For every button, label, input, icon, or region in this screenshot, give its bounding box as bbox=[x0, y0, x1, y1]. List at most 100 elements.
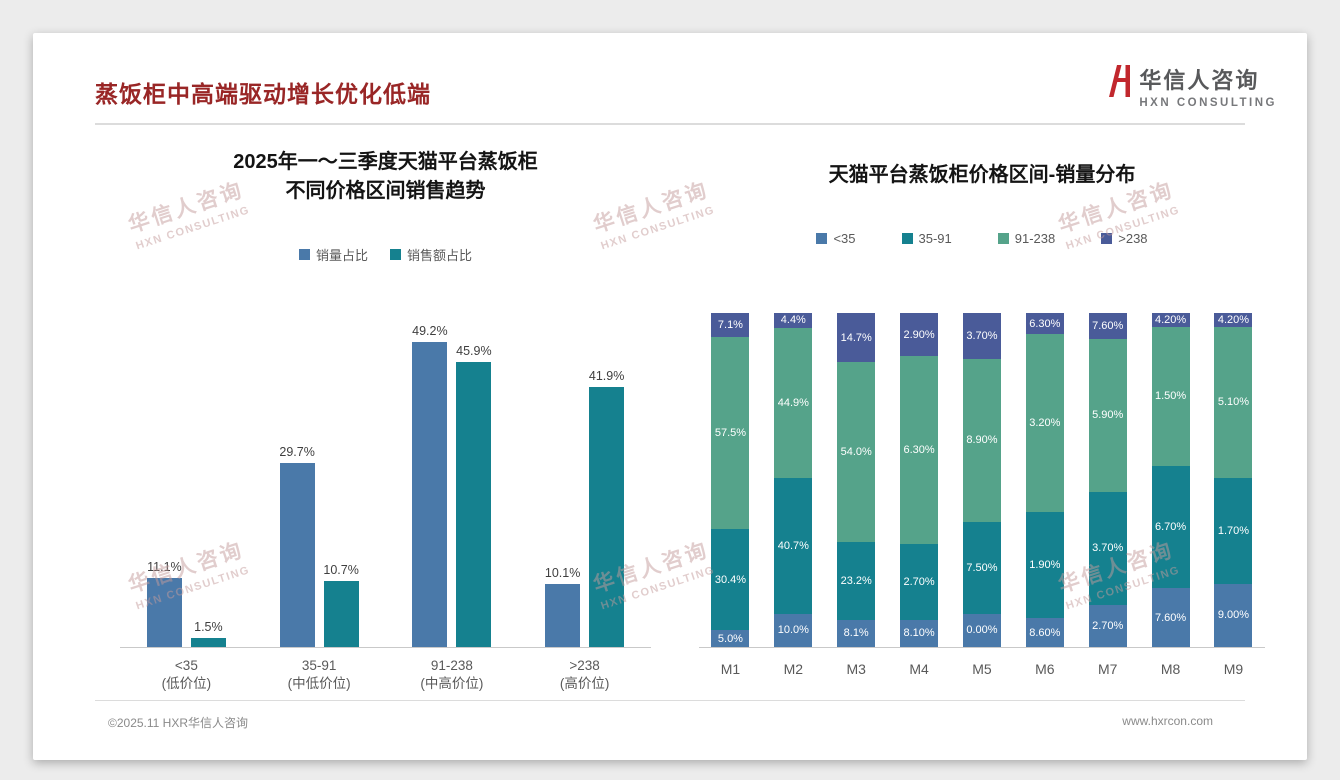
bar-group-<35: 11.1% 1.5% bbox=[146, 560, 226, 647]
segment-35-91-M6: 1.90% bbox=[1025, 511, 1064, 619]
segment->238-M4: 2.90% bbox=[900, 313, 939, 357]
x-axis-label-91-238: 91-238 (中高价位) bbox=[420, 658, 484, 691]
legend-label-gt238: >238 bbox=[1118, 231, 1148, 246]
bar-销售额占比-91-238: 45.9% bbox=[456, 344, 492, 647]
x-axis-label-M2: M2 bbox=[783, 661, 804, 677]
segment-<35-M4: 8.10% bbox=[900, 619, 939, 647]
left-chart-title: 2025年一～三季度天猫平台蒸饭柜 不同价格区间销售趋势 bbox=[120, 148, 651, 206]
x-axis-label-M7: M7 bbox=[1097, 661, 1118, 677]
segment-value-label: 4.20% bbox=[1154, 314, 1187, 327]
segment-value-label: 5.90% bbox=[1092, 409, 1124, 422]
legend-swatch-volume bbox=[298, 249, 310, 260]
segment-value-label: 3.20% bbox=[1029, 416, 1061, 429]
stacked-bar-M3: 8.1% 23.2% 54.0% 14.7% bbox=[837, 313, 876, 647]
segment-35-91-M5: 7.50% bbox=[962, 521, 1001, 614]
segment-value-label: 14.7% bbox=[840, 331, 872, 344]
segment-value-label: 7.60% bbox=[1154, 611, 1187, 624]
segment-91-238-M9: 5.10% bbox=[1214, 327, 1253, 478]
legend-item-lt35: <35 bbox=[816, 231, 856, 246]
left-chart-legend: 销量占比 销售额占比 bbox=[120, 245, 651, 264]
stacked-bar-M9: 9.00% 1.70% 5.10% 4.20% bbox=[1214, 313, 1253, 647]
bar-group-35-91: 29.7% 10.7% bbox=[279, 445, 359, 647]
legend-label-91-238: 91-238 bbox=[1014, 231, 1056, 246]
right-chart-title: 天猫平台蒸饭柜价格区间-销量分布 bbox=[828, 164, 1136, 186]
segment-value-label: 30.4% bbox=[714, 573, 747, 586]
segment-value-label: 2.70% bbox=[903, 576, 935, 589]
stacked-bar-M6: 8.60% 1.90% 3.20% 6.30% bbox=[1025, 313, 1064, 647]
bar-value-label: 11.1% bbox=[147, 560, 182, 575]
footer-divider bbox=[95, 700, 1245, 701]
x-axis-label->238: >238 (高价位) bbox=[559, 658, 610, 691]
segment->238-M7: 7.60% bbox=[1088, 313, 1127, 339]
x-axis-label-M3: M3 bbox=[846, 661, 866, 677]
segment-value-label: 2.70% bbox=[1092, 619, 1124, 632]
segment-value-label: 6.70% bbox=[1154, 520, 1187, 533]
segment-value-label: 4.4% bbox=[780, 314, 806, 327]
segment-value-label: 5.0% bbox=[717, 632, 743, 645]
segment-value-label: 8.1% bbox=[843, 627, 869, 640]
legend-swatch-35-91 bbox=[901, 233, 913, 244]
segment-91-238-M8: 1.50% bbox=[1151, 327, 1190, 466]
bar-销售额占比-35-91: 10.7% bbox=[323, 563, 359, 647]
segment-91-238-M4: 6.30% bbox=[900, 356, 939, 545]
segment-value-label: 44.9% bbox=[777, 396, 809, 409]
segment-<35-M3: 8.1% bbox=[837, 619, 876, 647]
bar-value-label: 10.7% bbox=[323, 562, 359, 577]
legend-item-91-238: 91-238 bbox=[997, 231, 1056, 246]
segment-35-91-M9: 1.70% bbox=[1214, 477, 1253, 584]
segment-<35-M8: 7.60% bbox=[1151, 588, 1190, 647]
segment-value-label: 7.60% bbox=[1092, 320, 1124, 333]
legend-swatch-lt35 bbox=[816, 233, 828, 244]
segment-91-238-M1: 57.5% bbox=[711, 336, 750, 529]
segment-value-label: 0.00% bbox=[966, 624, 998, 637]
segment-35-91-M8: 6.70% bbox=[1151, 465, 1190, 589]
segment-value-label: 6.30% bbox=[903, 444, 935, 457]
bar-销量占比->238: 10.1% bbox=[545, 566, 580, 647]
segment-value-label: 7.50% bbox=[966, 561, 998, 574]
segment-<35-M6: 8.60% bbox=[1025, 618, 1064, 647]
segment-91-238-M6: 3.20% bbox=[1025, 334, 1064, 512]
stacked-bar-M5: 0.00% 7.50% 8.90% 3.70% bbox=[962, 313, 1001, 647]
legend-label-lt35: <35 bbox=[833, 231, 856, 246]
header-divider bbox=[95, 123, 1245, 125]
segment->238-M2: 4.4% bbox=[774, 313, 813, 328]
bar-value-label: 45.9% bbox=[456, 344, 492, 359]
left-chart-title-line2: 不同价格区间销售趋势 bbox=[285, 180, 486, 202]
bar-value-label: 49.2% bbox=[412, 323, 448, 338]
legend-item-sales: 销售额占比 bbox=[390, 245, 472, 264]
footer-copyright: ©2025.11 HXR华信人咨询 bbox=[108, 716, 248, 730]
company-logo: 华信人咨询 HXN CONSULTING bbox=[1107, 63, 1277, 109]
x-axis-label-M1: M1 bbox=[720, 661, 741, 677]
stacked-bar-plot: 5.0% 30.4% 57.5% 7.1% 10.0% 40.7% 44.9% 4.4% 8.1… bbox=[699, 313, 1265, 648]
stacked-bar-M8: 7.60% 6.70% 1.50% 4.20% bbox=[1151, 313, 1190, 647]
hxn-logo-icon bbox=[1107, 63, 1133, 99]
slide-canvas: 蒸饭柜中高端驱动增长优化低端 华信人咨询 HXN CONSULTING 2025… bbox=[33, 33, 1307, 760]
segment-value-label: 10.0% bbox=[777, 624, 809, 637]
x-axis-label-M5: M5 bbox=[972, 661, 992, 677]
segment-35-91-M1: 30.4% bbox=[711, 528, 750, 631]
logo-name-en: HXN CONSULTING bbox=[1139, 97, 1277, 109]
segment-<35-M5: 0.00% bbox=[962, 613, 1001, 647]
segment-value-label: 1.70% bbox=[1217, 524, 1250, 537]
bar-销售额占比->238: 41.9% bbox=[589, 369, 624, 647]
segment-value-label: 9.00% bbox=[1217, 609, 1250, 622]
bar-销量占比-<35: 11.1% bbox=[146, 560, 182, 647]
segment-value-label: 1.50% bbox=[1154, 390, 1187, 403]
stacked-bar-M2: 10.0% 40.7% 44.9% 4.4% bbox=[774, 313, 813, 647]
segment-<35-M2: 10.0% bbox=[774, 613, 813, 647]
legend-swatch-91-238 bbox=[997, 233, 1009, 244]
legend-item-gt238: >238 bbox=[1101, 231, 1148, 246]
x-axis-label-<35: <35 (低价位) bbox=[161, 658, 212, 691]
logo-name-cn: 华信人咨询 bbox=[1139, 68, 1260, 93]
logo-text: 华信人咨询 HXN CONSULTING bbox=[1139, 63, 1277, 109]
segment-35-91-M4: 2.70% bbox=[900, 544, 939, 620]
segment-value-label: 6.30% bbox=[1029, 317, 1061, 330]
stacked-bar-M1: 5.0% 30.4% 57.5% 7.1% bbox=[711, 313, 750, 647]
segment-<35-M7: 2.70% bbox=[1088, 604, 1127, 647]
grouped-bar-plot: 11.1% 1.5% 29.7% 10.7% 49.2% 45.9% 10.1% 41.9% bbox=[120, 324, 651, 648]
legend-label-volume: 销量占比 bbox=[315, 248, 368, 263]
legend-item-volume: 销量占比 bbox=[298, 245, 368, 264]
bar-group-91-238: 49.2% 45.9% bbox=[412, 324, 492, 647]
stacked-bar-M7: 2.70% 3.70% 5.90% 7.60% bbox=[1088, 313, 1127, 647]
bar-group->238: 10.1% 41.9% bbox=[545, 369, 624, 647]
